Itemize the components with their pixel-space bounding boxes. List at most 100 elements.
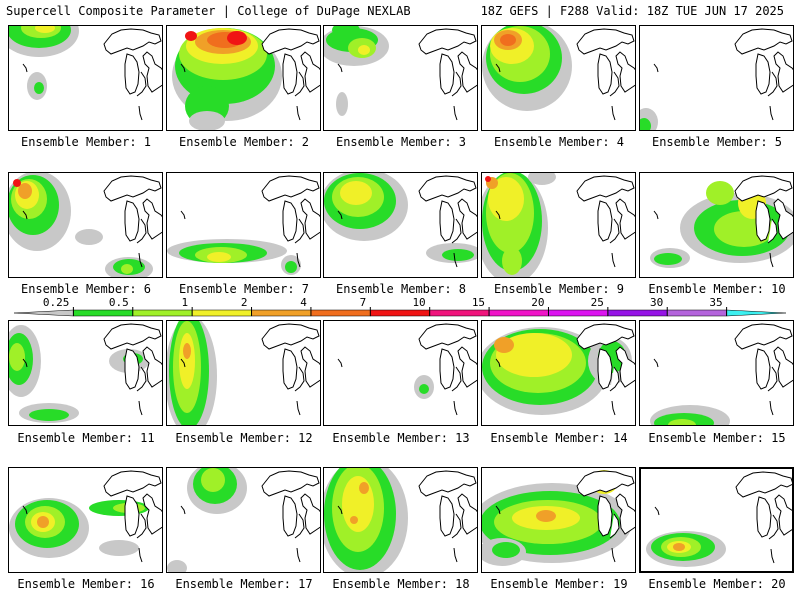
great-lakes-outline — [457, 493, 477, 535]
member-map-6[interactable] — [8, 172, 163, 278]
boundary-line — [138, 252, 143, 268]
member-map-7[interactable] — [166, 172, 321, 278]
scp-contour-fill — [18, 183, 32, 199]
great-lakes-outline — [294, 218, 305, 244]
member-label-4: Ensemble Member: 4 — [493, 135, 625, 149]
colorbar-tick-label: 0.5 — [109, 296, 129, 309]
boundary-line — [22, 210, 28, 220]
scp-contour-fill — [536, 510, 556, 522]
member-map-20[interactable] — [639, 467, 794, 573]
scp-contour-fill — [342, 476, 374, 532]
great-lakes-outline — [103, 28, 162, 55]
great-lakes-outline — [261, 175, 320, 202]
member-map-15[interactable] — [639, 320, 794, 426]
colorbar-swatch — [310, 309, 371, 317]
member-map-8[interactable] — [323, 172, 478, 278]
scp-contour-fill — [359, 482, 369, 494]
great-lakes-outline — [756, 496, 772, 538]
map-svg — [167, 175, 320, 275]
colorbar-swatch — [607, 309, 668, 317]
colorbar-legend: 0.25 0.5 1 2 4 7 10 15 20 25 30 35 — [0, 296, 800, 320]
scp-contour-fill — [285, 261, 297, 273]
member-map-16[interactable] — [8, 467, 163, 573]
member-map-10[interactable] — [639, 172, 794, 278]
map-svg — [167, 468, 320, 572]
great-lakes-outline — [136, 513, 147, 539]
great-lakes-outline — [609, 366, 620, 392]
member-map-18[interactable] — [323, 467, 478, 573]
member-map-19[interactable] — [481, 467, 636, 573]
great-lakes-outline — [615, 346, 635, 388]
great-lakes-outline — [136, 218, 147, 244]
great-lakes-outline — [451, 513, 462, 539]
member-map-13[interactable] — [323, 320, 478, 426]
member-map-9[interactable] — [481, 172, 636, 278]
great-lakes-outline — [451, 218, 462, 244]
great-lakes-outline — [457, 346, 477, 388]
member-label-10: Ensemble Member: 10 — [648, 282, 786, 296]
boundary-line — [22, 358, 28, 368]
boundary-line — [653, 63, 659, 73]
boundary-line — [495, 63, 501, 73]
great-lakes-outline — [124, 348, 140, 390]
member-label-11: Ensemble Member: 11 — [17, 431, 155, 445]
colorbar-tick-label: 0.25 — [43, 296, 70, 309]
great-lakes-outline — [609, 513, 620, 539]
map-svg — [640, 28, 793, 130]
member-map-17[interactable] — [166, 467, 321, 573]
boundary-line — [296, 547, 301, 563]
member-map-4[interactable] — [481, 25, 636, 131]
scp-contour-fill — [706, 181, 734, 205]
great-lakes-outline — [597, 53, 613, 95]
great-lakes-outline — [615, 198, 635, 240]
colorbar-tick-label: 4 — [300, 296, 307, 309]
great-lakes-outline — [282, 348, 298, 390]
scp-contour-fill — [34, 82, 44, 94]
great-lakes-outline — [300, 346, 320, 388]
great-lakes-outline — [418, 28, 477, 55]
member-map-2[interactable] — [166, 25, 321, 131]
member-label-16: Ensemble Member: 16 — [17, 577, 155, 591]
member-label-20: Ensemble Member: 20 — [648, 577, 786, 591]
member-label-17: Ensemble Member: 17 — [175, 577, 313, 591]
map-svg — [324, 173, 477, 268]
map-svg — [482, 470, 635, 566]
scp-contour-fill — [35, 26, 55, 33]
boundary-line — [296, 105, 301, 121]
great-lakes-outline — [773, 51, 793, 93]
scp-contour-fill — [442, 249, 474, 261]
map-svg — [650, 323, 793, 425]
great-lakes-outline — [418, 323, 477, 350]
member-map-5[interactable] — [639, 25, 794, 131]
member-map-1[interactable] — [8, 25, 163, 131]
colorbar-swatch — [73, 309, 134, 317]
great-lakes-outline — [282, 200, 298, 242]
scp-contour-fill — [29, 409, 69, 421]
colorbar-swatch — [370, 309, 430, 317]
great-lakes-outline — [576, 28, 635, 55]
great-lakes-outline — [755, 348, 771, 390]
member-map-3[interactable] — [323, 25, 478, 131]
scp-contour-fill — [419, 384, 429, 394]
boundary-line — [453, 547, 458, 563]
great-lakes-outline — [735, 471, 792, 498]
member-map-11[interactable] — [8, 320, 163, 426]
member-map-12[interactable] — [166, 320, 321, 426]
member-map-14[interactable] — [481, 320, 636, 426]
great-lakes-outline — [124, 495, 140, 537]
scp-contour-fill — [673, 543, 685, 551]
colorbar-tick-label: 35 — [709, 296, 722, 309]
great-lakes-outline — [609, 71, 620, 97]
boundary-line — [653, 210, 659, 220]
colorbar-tick-label: 25 — [591, 296, 604, 309]
great-lakes-outline — [439, 348, 455, 390]
scp-contour-fill — [121, 264, 133, 274]
boundary-line — [495, 505, 501, 515]
great-lakes-outline — [142, 198, 162, 240]
great-lakes-outline — [261, 28, 320, 55]
map-svg — [9, 470, 162, 563]
scp-contour-fill — [99, 540, 139, 556]
member-label-19: Ensemble Member: 19 — [490, 577, 628, 591]
great-lakes-outline — [451, 366, 462, 392]
